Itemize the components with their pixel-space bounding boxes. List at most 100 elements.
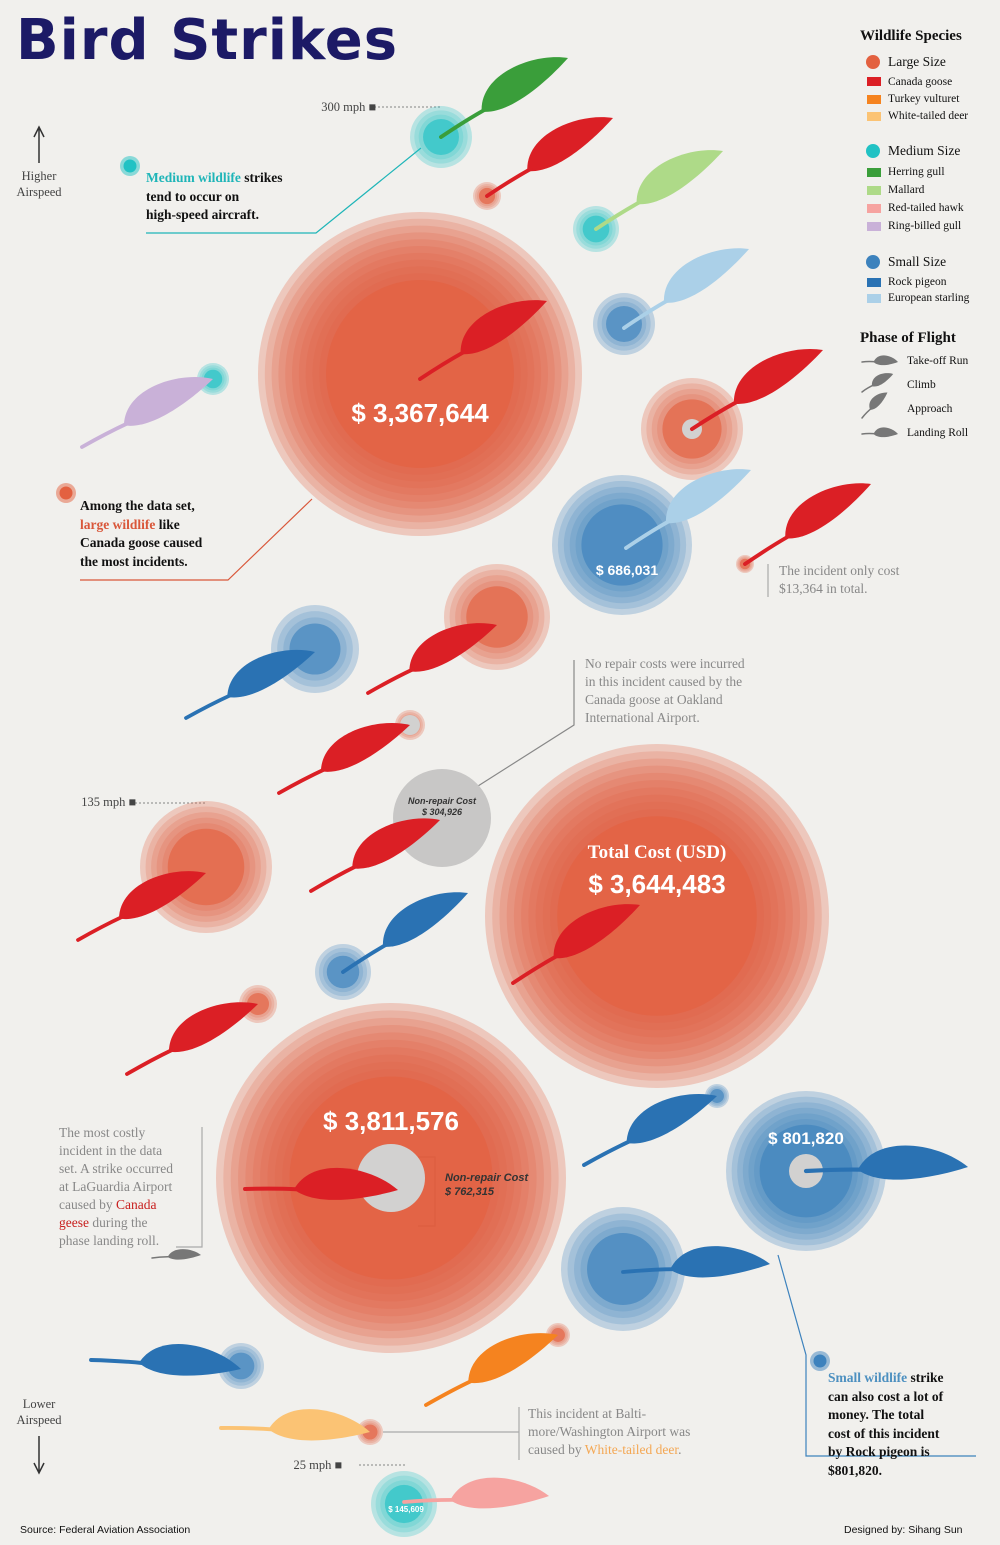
annotation-medium-wildlife: Medium wildlife strikes tend to occur on… [146, 169, 346, 225]
annotation-large-line1: Among the data set, [80, 498, 195, 513]
annotation-baltimore-tail: . [678, 1442, 682, 1457]
medium-size-circle [866, 144, 880, 158]
small-size-circle [866, 255, 880, 269]
feather-rock-pigeon-18 [803, 1145, 968, 1180]
feather-climb-icon [861, 373, 894, 393]
non-repair-value-laguardia: $ 762,315 [444, 1186, 495, 1198]
legend-phase-climb: Climb [907, 379, 936, 391]
legend-item-herring-gull: Herring gull [888, 166, 945, 178]
annotation-oakland-line4: International Airport. [585, 710, 700, 725]
feather-canada-goose-16 [125, 1002, 258, 1076]
legend-phase-approach: Approach [907, 403, 953, 415]
annotation-small-line1: strike [907, 1370, 944, 1385]
annotation-small-line3: money. The total [828, 1407, 925, 1422]
bubble-ring-billed-gull-5 [197, 363, 229, 395]
cost-label-3-644-483: $ 3,644,483 [588, 869, 725, 899]
swatch-mallard [867, 186, 881, 195]
legend-item-white-tailed-deer: White-tailed deer [888, 110, 969, 122]
swatch-white-tailed-deer [867, 112, 881, 121]
annotation-laguardia-line3: set. A strike occurred [59, 1161, 173, 1176]
swatch-european-starling [867, 294, 881, 303]
tick-300-mph: 300 mph ■ [321, 100, 376, 114]
leader-line-oakland [477, 660, 575, 787]
feather-canada-goose-14 [511, 904, 640, 985]
feather-landing-roll-small-icon [151, 1249, 202, 1260]
feather-european-starling-4 [622, 248, 750, 330]
feather-herring-gull-0 [439, 57, 568, 139]
feather-landing-icon [861, 427, 898, 438]
annotation-cheap-line2: $13,364 in total. [779, 581, 868, 596]
annotation-small-wildlife: Small wildlife strike can also cost a lo… [828, 1369, 988, 1480]
arrow-up-icon [33, 125, 45, 163]
bubble-canada-goose-16 [239, 985, 277, 1023]
large-size-circle [866, 55, 880, 69]
leader-line-laguardia [176, 1127, 203, 1248]
legend-item-rock-pigeon: Rock pigeon [888, 276, 947, 288]
legend-item-canada-goose: Canada goose [888, 76, 953, 88]
non-repair-caption-oakland: Non-repair Cost [408, 796, 477, 806]
annotation-large-wildlife: Among the data set, large wildlife like … [80, 497, 280, 571]
annotation-medium-highlight: Medium wildlife [146, 170, 241, 185]
annotation-small-line6: $801,820. [828, 1462, 882, 1478]
annotation-laguardia-line2: incident in the data [59, 1143, 163, 1158]
leader-line-medium [146, 147, 422, 234]
feather-canada-goose-13 [309, 818, 440, 893]
non-repair-caption-laguardia: Non-repair Cost [445, 1172, 529, 1184]
annotation-baltimore-highlight: White-tailed deer [584, 1442, 679, 1457]
swatch-herring-gull [867, 168, 881, 177]
feather-red-tailed-hawk-24 [402, 1477, 549, 1509]
small-size-dot [810, 1351, 830, 1371]
bubble-canada-goose-13 [393, 769, 491, 867]
swatch-ring-billed-gull [867, 222, 881, 231]
annotation-baltimore-line1: This incident at Balti- [528, 1406, 647, 1421]
total-cost-caption: Total Cost (USD) [588, 842, 727, 863]
annotation-cheap-incident: The incident only cost $13,364 in total. [779, 562, 979, 598]
feather-approach-icon [861, 392, 888, 419]
feather-canada-goose-3 [418, 300, 547, 381]
tick-25-mph: 25 mph ■ [293, 1458, 342, 1472]
annotation-laguardia-line5: caused by [59, 1197, 113, 1212]
annotation-baltimore-line3: caused by [528, 1442, 582, 1457]
bubble-rock-pigeon-19 [705, 1084, 729, 1108]
bubble-canada-goose-12 [140, 801, 272, 933]
legend-item-european-starling: European starling [888, 292, 970, 304]
annotation-medium-line3: high-speed aircraft. [146, 207, 259, 222]
feather-ring-billed-gull-5 [80, 377, 213, 449]
legend-item-mallard: Mallard [888, 184, 925, 196]
feather-canada-goose-1 [485, 117, 613, 198]
legend-item-turkey-vulture: Turkey vulturet [888, 93, 960, 105]
feather-canada-goose-17 [243, 1167, 398, 1200]
swatch-canada-goose [867, 77, 881, 86]
bubble-european-starling-7 [552, 475, 692, 615]
bubble-turkey-vulturet-21 [546, 1323, 570, 1347]
annotation-oakland: No repair costs were incurred in this in… [585, 655, 815, 727]
legend-group-medium: Medium Size [888, 143, 961, 158]
annotation-large-line3: Canada goose caused [80, 535, 203, 550]
medium-size-dot [120, 156, 140, 176]
cost-label-3-367-644: $ 3,367,644 [351, 398, 489, 428]
feather-rock-pigeon-19 [582, 1093, 717, 1167]
annotation-laguardia: The most costly incident in the data set… [59, 1124, 209, 1250]
leader-line-small [777, 1254, 976, 1457]
annotation-large-highlight: large wildlife [80, 516, 156, 532]
feather-canada-goose-9 [366, 623, 497, 695]
feather-rock-pigeon-20 [621, 1246, 771, 1278]
annotation-small-highlight: Small wildlife [828, 1370, 908, 1385]
feather-canada-goose-11 [277, 723, 410, 795]
bubble-red-tailed-hawk-24 [371, 1471, 437, 1537]
annotation-medium-line1: strikes [240, 170, 283, 185]
axis-higher-airspeed: Higher Airspeed [6, 168, 72, 200]
feather-white-tailed-deer-23 [219, 1409, 371, 1441]
annotation-baltimore: This incident at Balti- more/Washington … [528, 1405, 758, 1459]
annotation-laguardia-highlight2: geese [59, 1215, 89, 1230]
legend-phase-title: Phase of Flight [860, 330, 956, 346]
annotation-laguardia-highlight1: Canada [115, 1197, 157, 1212]
annotation-small-line2: can also cost a lot of [828, 1388, 944, 1404]
legend-phase-take-off: Take-off Run [907, 355, 969, 367]
feather-rock-pigeon-22 [89, 1343, 242, 1376]
feather-rock-pigeon-15 [341, 892, 469, 974]
feather-mallard-2 [594, 150, 723, 231]
feather-canada-goose-8 [743, 483, 871, 566]
feather-canada-goose-6 [690, 349, 823, 431]
